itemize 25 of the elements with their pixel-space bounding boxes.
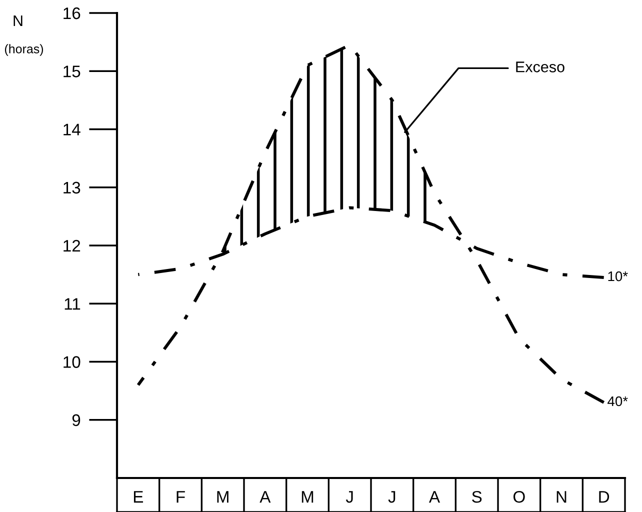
x-tick-label: S (472, 490, 482, 503)
x-tick-label: M (217, 491, 228, 503)
y-tick-label: 16 (64, 7, 80, 20)
x-tick-label: E (134, 491, 144, 503)
x-tick-label: J (388, 491, 396, 503)
y-axis-title: N (14, 15, 22, 26)
x-tick-label: F (176, 491, 185, 503)
y-tick-label: 9 (72, 414, 80, 426)
x-tick-label: A (428, 491, 440, 503)
y-tick-label: 13 (64, 182, 80, 194)
x-tick-label: D (599, 491, 610, 503)
series-label: 40* (608, 396, 628, 406)
y-tick-label: 14 (64, 124, 80, 136)
y-tick-label: 12 (64, 240, 80, 252)
x-tick-label: A (260, 491, 271, 503)
y-tick-label: 15 (64, 66, 80, 78)
text: Exceso (516, 62, 564, 72)
y-tick-label: 11 (64, 298, 80, 310)
series-label: 10* (608, 271, 628, 282)
y-tick-label: 10 (64, 356, 80, 368)
x-tick-label: O (513, 490, 525, 503)
x-tick-label: J (346, 491, 353, 503)
text: (horas) (4, 44, 44, 56)
x-tick-label: M (302, 491, 314, 503)
x-tick-label: N (556, 491, 566, 503)
